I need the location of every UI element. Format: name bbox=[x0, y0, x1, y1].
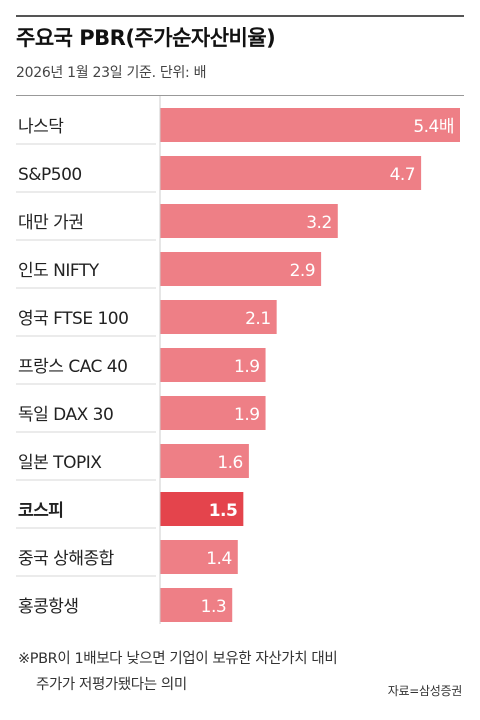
chart-title: 주요국 PBR(주가순자산비율) bbox=[16, 26, 276, 50]
bar bbox=[160, 444, 249, 478]
category-label: 프랑스 CAC 40 bbox=[18, 357, 127, 377]
footnote: ※PBR이 1배보다 낮으면 기업이 보유한 자산가치 대비 주가가 저평가됐다… bbox=[18, 646, 338, 698]
bar bbox=[160, 540, 238, 574]
bar-chart: 나스닥 5.4배 S&P500 4.7 대만 가권 3.2 인도 NIFTY 2.9 영국 FT… bbox=[16, 96, 460, 624]
bar bbox=[160, 108, 460, 142]
value-label: 4.7 bbox=[390, 165, 416, 185]
category-label: 대만 가권 bbox=[18, 213, 83, 233]
bar bbox=[160, 204, 338, 238]
bar bbox=[160, 348, 266, 382]
category-label: 코스피 bbox=[18, 501, 63, 521]
bar bbox=[160, 300, 277, 334]
category-label: 홍콩항생 bbox=[18, 597, 79, 617]
value-label: 2.9 bbox=[290, 261, 316, 281]
bar bbox=[160, 588, 233, 622]
category-label: 나스닥 bbox=[18, 117, 64, 137]
bar-highlight bbox=[160, 492, 244, 526]
subtitle-rule bbox=[16, 95, 464, 96]
category-label: S&P500 bbox=[18, 165, 82, 185]
footnote-line-2: 주가가 저평가됐다는 의미 bbox=[36, 677, 187, 693]
value-label: 5.4배 bbox=[413, 117, 454, 137]
value-label: 2.1 bbox=[245, 309, 271, 329]
category-label: 인도 NIFTY bbox=[18, 261, 100, 281]
category-label: 영국 FTSE 100 bbox=[18, 309, 128, 329]
value-label: 3.2 bbox=[306, 213, 332, 233]
value-label: 1.9 bbox=[234, 357, 260, 377]
bar bbox=[160, 396, 266, 430]
source-credit: 자료=삼성증권 bbox=[387, 684, 463, 698]
bar bbox=[160, 156, 422, 190]
value-label: 1.5 bbox=[209, 501, 238, 521]
value-label: 1.9 bbox=[234, 405, 260, 425]
category-label: 독일 DAX 30 bbox=[18, 405, 113, 425]
value-label: 1.4 bbox=[206, 549, 232, 569]
value-label: 1.6 bbox=[217, 453, 243, 473]
chart-subtitle: 2026년 1월 23일 기준. 단위: 배 bbox=[16, 65, 207, 81]
bar bbox=[160, 252, 322, 286]
category-label: 중국 상해종합 bbox=[18, 549, 115, 569]
footnote-line-1: ※PBR이 1배보다 낮으면 기업이 보유한 자산가치 대비 bbox=[18, 651, 338, 667]
category-label: 일본 TOPIX bbox=[18, 453, 102, 473]
top-rule bbox=[16, 15, 464, 17]
value-label: 1.3 bbox=[201, 597, 227, 617]
